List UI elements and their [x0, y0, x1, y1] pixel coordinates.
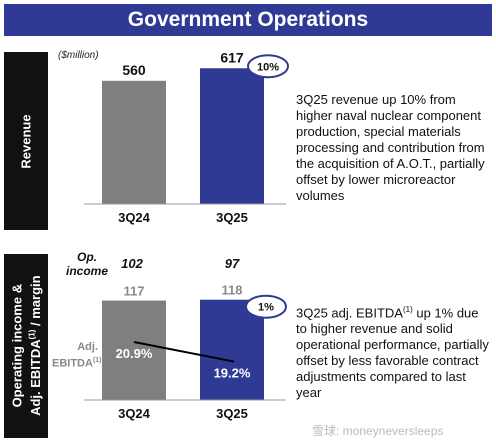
op-income-value-3q25: 97 [224, 256, 240, 271]
revenue-value-label-3q25: 617 [220, 49, 244, 65]
revenue-value-label-3q24: 560 [122, 62, 146, 78]
adj-ebitda-row-label-sup: (1) [92, 357, 102, 364]
ebitda-description-a: 3Q25 adj. EBITDA [296, 305, 403, 321]
ebitda-bar-3q24 [102, 300, 166, 400]
revenue-unit-label: ($million) [58, 50, 99, 61]
adj-ebitda-row-label-text: Adj. EBITDA [52, 341, 98, 370]
revenue-growth-badge-text: 10% [257, 61, 279, 73]
revenue-chart: 560 3Q24 617 3Q25 10% [84, 49, 289, 225]
ebitda-value-label-3q24: 117 [124, 284, 145, 299]
page-title: Government Operations [4, 4, 492, 36]
revenue-category-label-3q24: 3Q24 [118, 210, 151, 225]
ebitda-category-label-3q25: 3Q25 [216, 406, 248, 421]
ebitda-chart: 117 3Q24 118 3Q25 20.9% 19.2% 1% [84, 283, 287, 421]
ebitda-description: 3Q25 adj. EBITDA(1) up 1% due to higher … [296, 302, 492, 401]
op-income-label: Op. income [65, 250, 108, 278]
ebitda-side-label: Operating income & Adj. EBITDA(1) / marg… [4, 254, 48, 438]
ebitda-bar-3q25 [200, 299, 264, 400]
revenue-category-label-3q25: 3Q25 [216, 210, 248, 225]
ebitda-margin-label-3q24: 20.9% [116, 346, 153, 361]
ebitda-value-label-3q25: 118 [222, 283, 243, 298]
revenue-bar-3q25 [200, 68, 264, 204]
ebitda-growth-badge [245, 294, 287, 319]
watermark: 雪球: moneyneversleeps [312, 424, 444, 438]
op-income-value-3q24: 102 [121, 256, 143, 271]
ebitda-margin-label-3q25: 19.2% [214, 366, 251, 381]
ebitda-description-b: up 1% due to higher revenue and solid op… [296, 305, 489, 401]
revenue-description: 3Q25 revenue up 10% from higher naval nu… [296, 92, 485, 203]
revenue-side-label: Revenue [4, 52, 48, 230]
ebitda-category-label-3q24: 3Q24 [118, 406, 151, 421]
revenue-bar-3q24 [102, 80, 166, 204]
ebitda-margin-line [133, 341, 235, 363]
ebitda-growth-badge-text: 1% [258, 302, 274, 314]
adj-ebitda-row-label: Adj. EBITDA(1) [52, 341, 102, 371]
revenue-growth-badge [247, 54, 289, 79]
ebitda-description-sup: (1) [402, 305, 413, 314]
